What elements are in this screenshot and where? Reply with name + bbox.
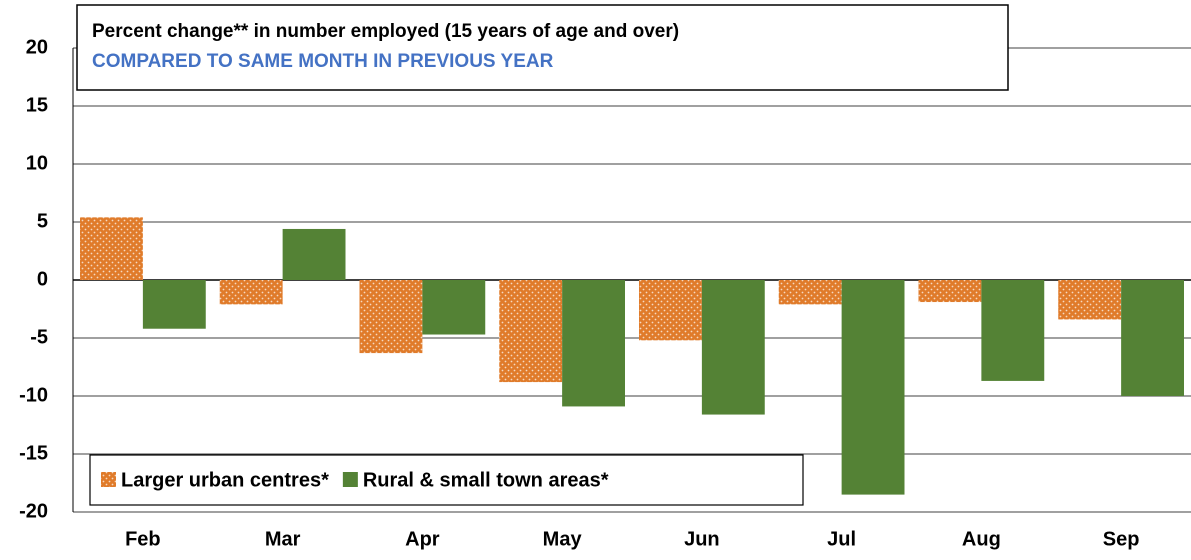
bar (841, 280, 905, 495)
y-tick-label: 15 (26, 94, 48, 116)
legend-label: Larger urban centres* (121, 469, 329, 491)
bar (1121, 280, 1184, 396)
x-tick-label: Apr (405, 528, 440, 550)
y-tick-label: 20 (26, 36, 48, 58)
x-tick-label: Aug (962, 528, 1001, 550)
bar (1058, 280, 1122, 320)
plot-area: -20 -15 -10 -5 0 5 10 15 20 Feb Mar Apr May Jun Jul Aug… (19, 36, 1191, 550)
legend-label: Rural & small town areas* (363, 469, 609, 491)
x-tick-label: May (543, 528, 583, 550)
title-box (76, 4, 1009, 91)
y-tick-label: -5 (30, 326, 48, 348)
x-tick-label: Sep (1103, 528, 1140, 550)
x-tick-label: Feb (125, 528, 161, 550)
bar (359, 280, 423, 354)
legend-box (89, 454, 804, 506)
bar (219, 280, 283, 305)
bar (639, 280, 702, 341)
bar (142, 280, 206, 329)
y-tick-label: -20 (19, 500, 48, 522)
x-tick-label: Jul (827, 528, 856, 550)
chart-title: Percent change** in number employed (15 … (92, 21, 679, 42)
x-tick-label: Jun (684, 528, 720, 550)
y-tick-label: 10 (26, 152, 48, 174)
bar (499, 280, 563, 383)
bar (422, 280, 486, 335)
bar (701, 280, 765, 415)
y-tick-label: -15 (19, 442, 48, 464)
y-tick-label: 0 (37, 268, 48, 290)
y-tick-label: -10 (19, 384, 48, 406)
bar (282, 228, 346, 280)
legend-swatch (342, 472, 358, 487)
legend-swatch (101, 472, 116, 487)
x-tick-label: Mar (265, 528, 301, 550)
bar (918, 280, 982, 303)
bar (562, 280, 625, 407)
y-tick-label: 5 (37, 210, 48, 232)
bar (80, 217, 143, 280)
bar (981, 280, 1045, 381)
chart-subtitle: COMPARED TO SAME MONTH IN PREVIOUS YEAR (92, 51, 554, 72)
bar (778, 280, 842, 305)
